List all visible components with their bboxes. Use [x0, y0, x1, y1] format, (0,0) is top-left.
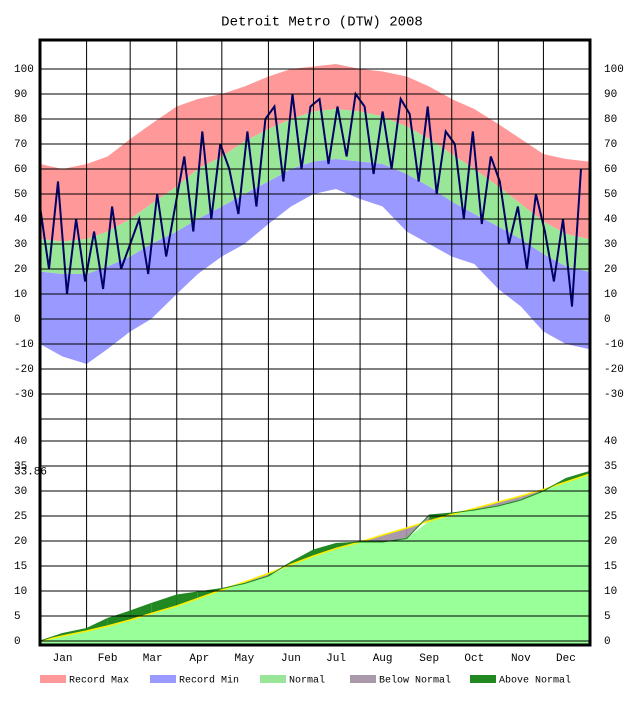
y-tick-label: 0 [604, 314, 611, 326]
y-tick-label: 90 [14, 89, 27, 101]
y-tick-label: 40 [14, 436, 27, 448]
y-tick-label: 60 [604, 164, 617, 176]
plot-frame [38, 38, 592, 647]
x-tick-label: Nov [511, 653, 531, 665]
y-tick-label: 25 [604, 511, 617, 523]
y-tick-label: 5 [604, 611, 611, 623]
y-tick-label: 15 [604, 561, 617, 573]
y-tick-label: -10 [604, 339, 624, 351]
y-tick-label: -30 [604, 389, 624, 401]
above-normal-segment [313, 543, 337, 556]
x-tick-label: Jan [53, 653, 73, 665]
y-tick-label: 20 [604, 264, 617, 276]
y-tick-label: 25 [14, 511, 27, 523]
y-tick-label: 15 [14, 561, 27, 573]
y-tick-label: 10 [14, 289, 27, 301]
y-tick-label: 0 [14, 314, 21, 326]
above-normal-segment [151, 595, 177, 614]
x-tick-label: Jun [281, 653, 301, 665]
y-tick-label: 80 [604, 114, 617, 126]
y-tick-label: 10 [604, 586, 617, 598]
legend-swatch [150, 675, 176, 683]
y-tick-label: -20 [604, 364, 624, 376]
x-tick-label: Apr [189, 653, 209, 665]
y-tick-label: 50 [14, 189, 27, 201]
y-tick-label: -20 [14, 364, 34, 376]
above-normal-segment [86, 618, 108, 631]
below-normal-segment [382, 528, 407, 542]
actual-line [39, 471, 589, 642]
legend-label: Below Normal [379, 675, 451, 687]
y-tick-label: 20 [604, 536, 617, 548]
x-tick-label: Dec [556, 653, 576, 665]
y-tick-label: 35 [14, 461, 27, 473]
y-tick-label: 60 [14, 164, 27, 176]
y-tick-label: 100 [14, 64, 34, 76]
y-tick-label: 0 [604, 636, 611, 648]
legend-swatch [260, 675, 286, 683]
y-tick-label: 30 [604, 486, 617, 498]
above-normal-segment [107, 611, 131, 626]
legend-label: Record Max [69, 675, 129, 687]
y-tick-label: -30 [14, 389, 34, 401]
x-tick-label: Jul [326, 653, 346, 665]
y-tick-label: 40 [604, 214, 617, 226]
legend-swatch [350, 675, 376, 683]
x-tick-label: Oct [464, 653, 484, 665]
y-tick-label: 70 [604, 139, 617, 151]
y-tick-label: 30 [604, 239, 617, 251]
legend-label: Normal [289, 675, 325, 687]
y-tick-label: 35 [604, 461, 617, 473]
y-tick-label: 5 [14, 611, 21, 623]
normal-line [39, 473, 589, 642]
y-tick-label: 30 [14, 486, 27, 498]
y-tick-label: 10 [14, 586, 27, 598]
above-normal-segment [290, 550, 314, 565]
legend-label: Above Normal [499, 675, 571, 687]
y-tick-label: -10 [14, 339, 34, 351]
above-normal-segment [176, 592, 198, 606]
y-tick-label: 100 [604, 64, 624, 76]
y-tick-label: 20 [14, 536, 27, 548]
y-tick-label: 80 [14, 114, 27, 126]
x-tick-label: Aug [373, 653, 393, 665]
y-tick-label: 70 [14, 139, 27, 151]
y-tick-label: 0 [14, 636, 21, 648]
y-tick-label: 90 [604, 89, 617, 101]
chart-title: Detroit Metro (DTW) 2008 [221, 15, 423, 31]
y-tick-label: 10 [604, 289, 617, 301]
y-tick-label: 30 [14, 239, 27, 251]
x-tick-label: May [234, 653, 254, 665]
below-normal-segment [498, 496, 521, 506]
y-tick-label: 40 [14, 214, 27, 226]
y-tick-label: 40 [604, 436, 617, 448]
legend-swatch [470, 675, 496, 683]
x-tick-label: Mar [143, 653, 163, 665]
legend-swatch [40, 675, 66, 683]
y-tick-label: 50 [604, 189, 617, 201]
y-tick-label: 20 [14, 264, 27, 276]
x-tick-label: Sep [419, 653, 439, 665]
legend-label: Record Min [179, 675, 239, 687]
base-fill [40, 474, 589, 645]
x-tick-label: Feb [98, 653, 118, 665]
